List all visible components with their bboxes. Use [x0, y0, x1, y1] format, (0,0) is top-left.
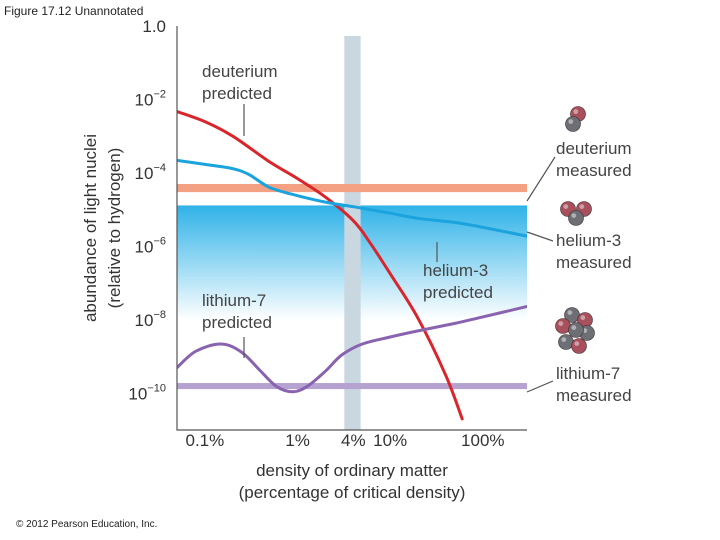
annotation-text: measured: [556, 386, 632, 405]
y-tick-label: 10−2: [135, 88, 166, 109]
annotation-text: measured: [556, 253, 632, 272]
highlight: [571, 325, 577, 330]
highlight-column: [344, 36, 361, 430]
annotation-text: deuterium: [556, 139, 632, 158]
lithium-7-predicted-annotation: lithium-7 predicted: [202, 291, 272, 358]
helium-3-predicted-line: [177, 158, 527, 238]
annotation-text: lithium-7: [202, 291, 266, 310]
helium-3-measured-annotation: helium-3 measured: [526, 231, 632, 272]
deuterium-predicted-line: [177, 110, 464, 421]
highlight: [574, 341, 580, 346]
x-axis-title-line: (percentage of critical density): [239, 483, 466, 502]
deuterium-measured-annotation: deuterium measured: [526, 139, 632, 202]
annotation-text: helium-3: [423, 261, 488, 280]
helium-3-predicted-annotation: helium-3 predicted: [423, 242, 493, 302]
leader-line: [526, 380, 554, 393]
copyright-notice: © 2012 Pearson Education, Inc.: [16, 519, 158, 530]
axis-frame: [176, 26, 527, 431]
highlight: [580, 315, 586, 320]
highlight: [568, 119, 574, 124]
annotation-text: measured: [556, 161, 632, 180]
neutron: [565, 116, 581, 132]
lithium-7-measured-annotation: lithium-7 measured: [526, 364, 632, 405]
annotation-text: deuterium: [202, 62, 278, 81]
x-tick-label: 10%: [373, 431, 407, 450]
y-axis-title-line: abundance of light nuclei: [81, 134, 100, 322]
proton: [571, 338, 587, 354]
highlight: [563, 204, 569, 210]
x-axis-title-line: density of ordinary matter: [256, 461, 448, 480]
highlight: [561, 337, 567, 342]
annotation-text: lithium-7: [556, 364, 620, 383]
deuterium-predicted-annotation: deuterium predicted: [202, 62, 278, 136]
y-tick-label: 10−4: [135, 162, 166, 183]
highlight: [558, 321, 564, 326]
lithium-7-predicted-line: [177, 305, 527, 394]
annotation-text: helium-3: [556, 231, 621, 250]
annotation-text: predicted: [423, 283, 493, 302]
y-tick-label: 10−6: [135, 235, 166, 256]
highlight: [579, 204, 585, 210]
annotation-text: predicted: [202, 84, 272, 103]
x-tick-label: 100%: [461, 431, 504, 450]
y-tick-label: 10−8: [135, 309, 166, 330]
highlight: [571, 213, 577, 219]
leader-line: [526, 156, 556, 202]
neutron: [568, 210, 584, 226]
highlight: [567, 310, 573, 315]
x-tick-label: 4%: [341, 431, 366, 450]
neutron: [568, 322, 584, 338]
annotation-text: predicted: [202, 313, 272, 332]
x-tick-label: 1%: [285, 431, 310, 450]
neutron: [558, 334, 574, 350]
helium-3-nucleus-icon: [560, 201, 592, 226]
highlight: [573, 109, 579, 114]
deuterium-nucleus-icon: [565, 106, 586, 132]
leader-line: [526, 231, 554, 242]
x-tick-label: 0.1%: [186, 431, 225, 450]
y-tick-label: 10−10: [128, 382, 166, 403]
deuterium-measured-band: [177, 183, 527, 193]
lithium-7-measured-band: [177, 383, 527, 390]
slide-title: Figure 17.12 Unannotated: [4, 4, 144, 18]
y-axis-title-line: (relative to hydrogen): [105, 148, 124, 309]
y-tick-label: 1.0: [142, 17, 166, 36]
lithium-7-nucleus-icon: [555, 307, 595, 354]
proton: [555, 318, 571, 334]
